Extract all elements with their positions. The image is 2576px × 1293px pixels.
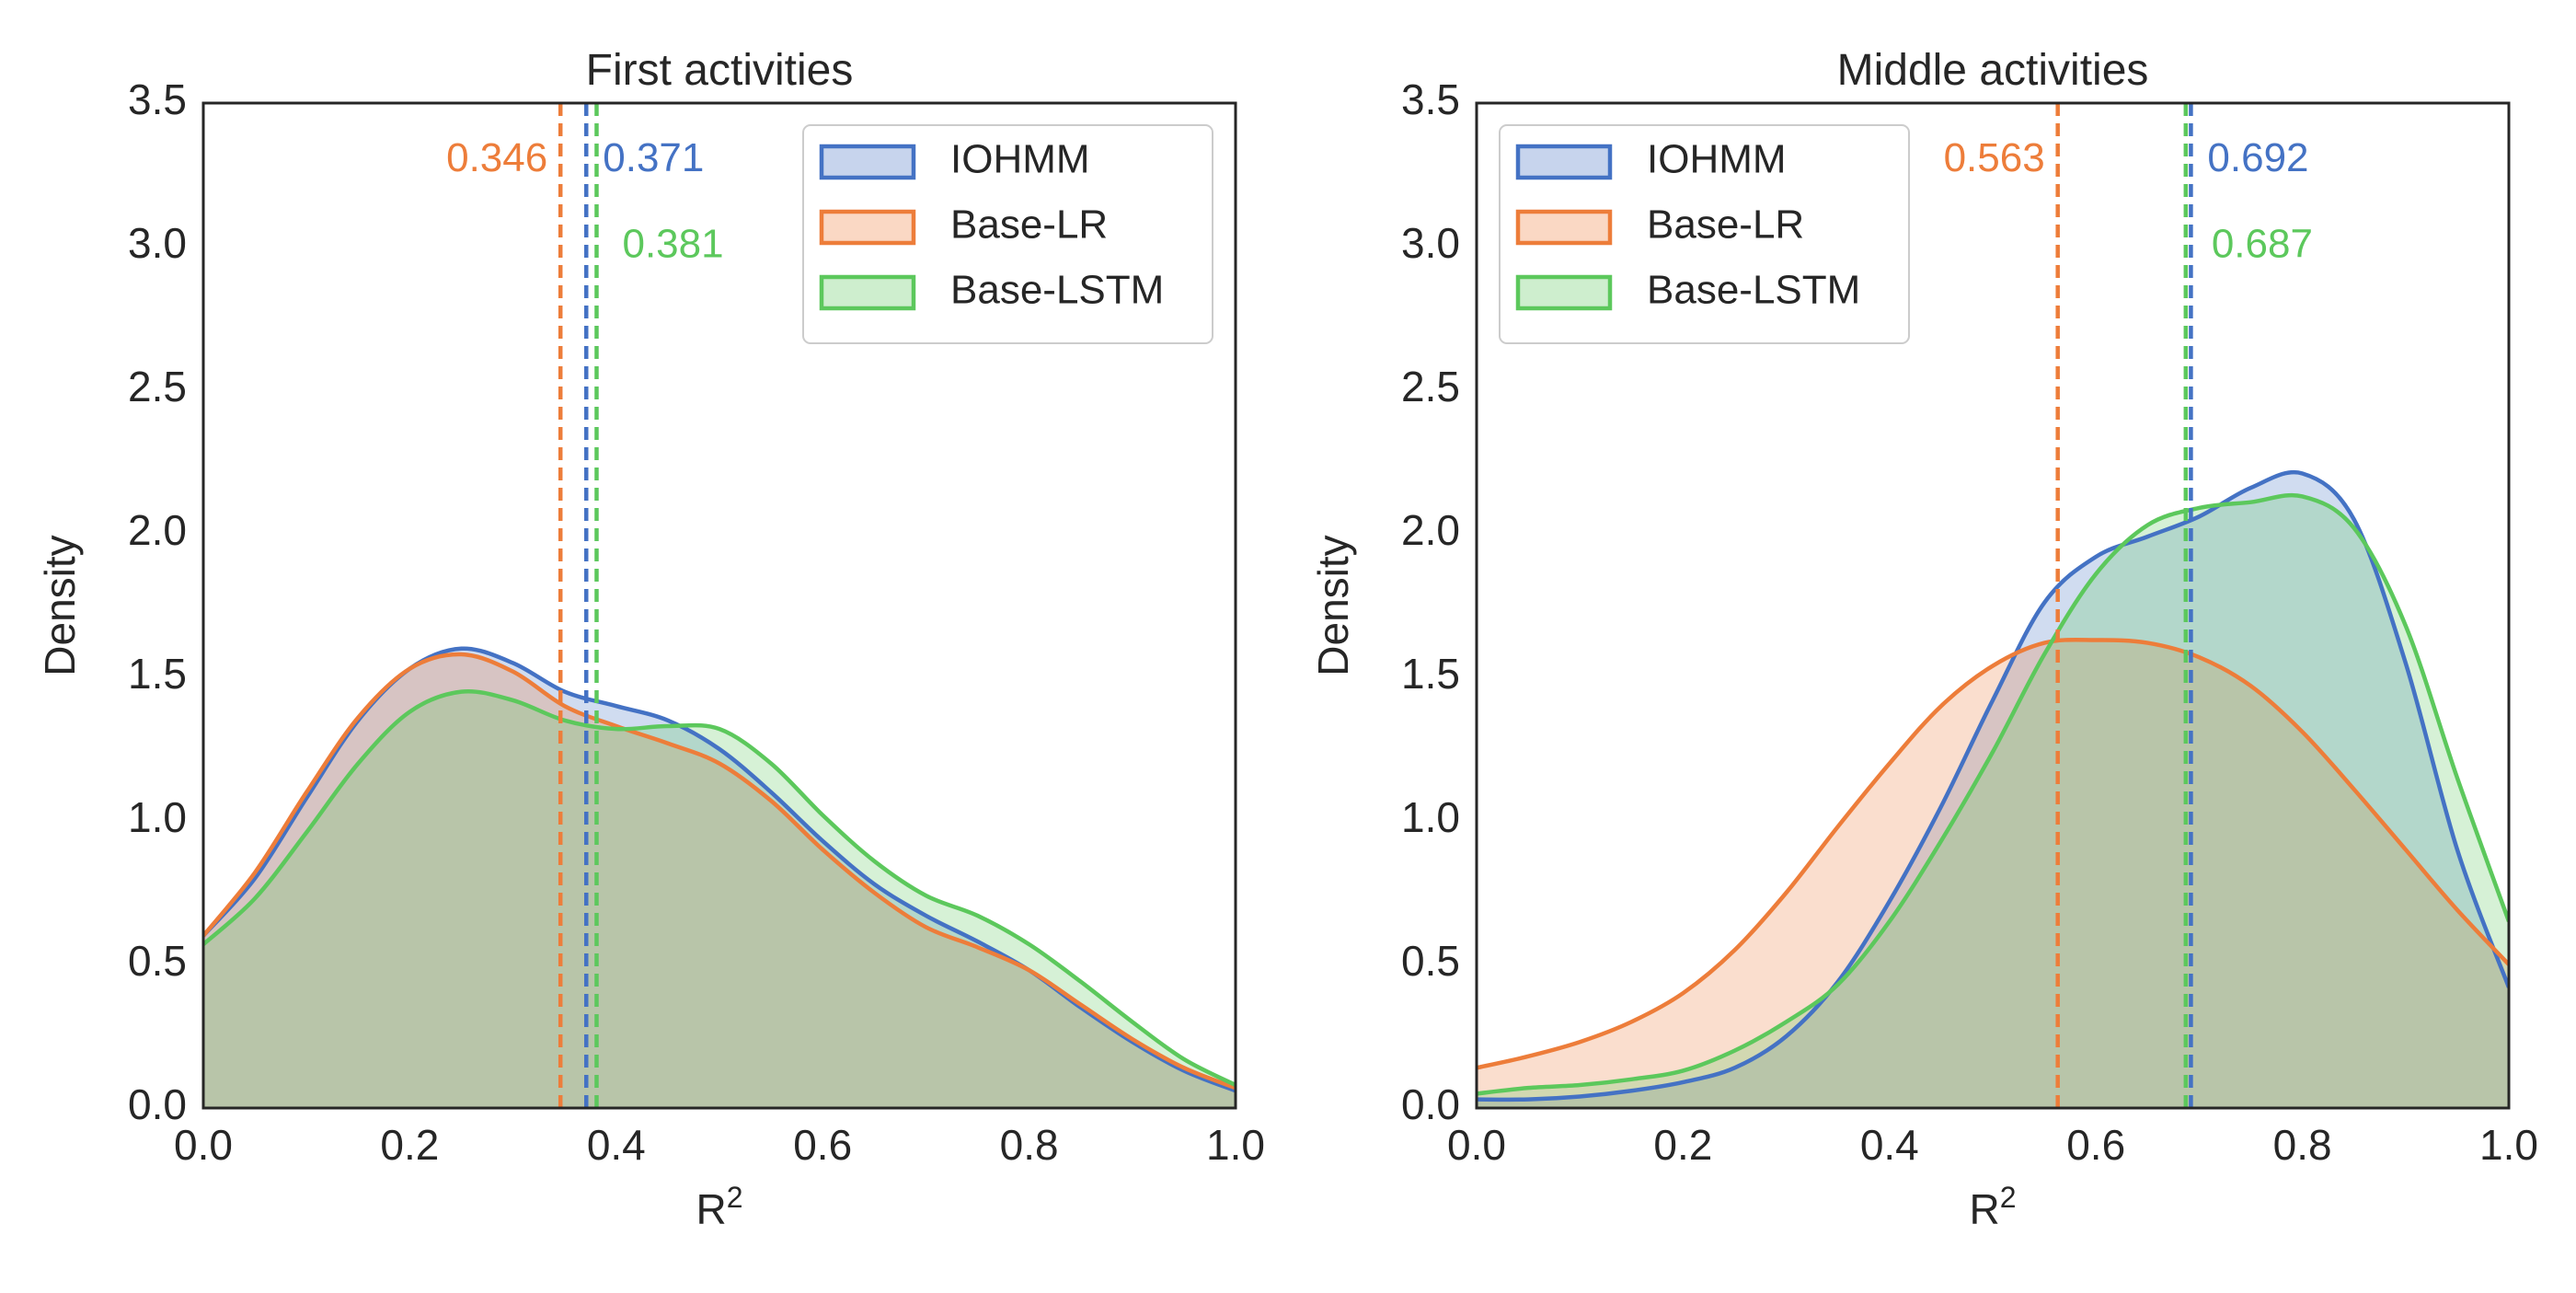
y-tick-label: 0.0 — [1401, 1080, 1460, 1128]
y-tick-label: 2.0 — [1401, 506, 1460, 554]
density-line-base-lr — [1477, 637, 2509, 1070]
density-area-iohmm — [203, 648, 1236, 1108]
density-line-base-lstm — [203, 688, 1236, 1088]
y-tick-label: 3.0 — [1401, 219, 1460, 267]
x-tick-label: 0.0 — [1447, 1121, 1506, 1169]
x-axis-label: R2 — [696, 1181, 742, 1233]
mean-label-iohmm: 0.692 — [2207, 135, 2308, 180]
y-tick-label: 0.0 — [128, 1080, 187, 1128]
plot-content — [1477, 103, 2509, 1108]
x-tick-label: 0.6 — [2066, 1121, 2125, 1169]
mean-label-base-lstm: 0.381 — [622, 222, 723, 267]
legend-swatch-base-lr — [819, 209, 916, 246]
legend-swatch-base-lr — [1515, 209, 1613, 246]
chart-panel-1: 0.371 0.346 0.381 0.0 0.2 0.4 0.6 0.8 1.0 0.0 0.5 1… — [36, 46, 1265, 1233]
mean-label-base-lr: 0.563 — [1944, 135, 2045, 180]
y-tick-label: 1.5 — [128, 650, 187, 698]
x-axis-label: R2 — [1969, 1181, 2016, 1233]
legend: IOHMM Base-LR Base-LSTM — [1499, 124, 1910, 344]
legend-label-iohmm: IOHMM — [1647, 137, 1787, 182]
y-tick-label: 3.0 — [128, 219, 187, 267]
x-tick-label: 0.6 — [793, 1121, 852, 1169]
legend-label-base-lstm: Base-LSTM — [1647, 268, 1860, 313]
density-line-base-lstm — [1477, 492, 2509, 1096]
y-tick-label: 1.5 — [1401, 650, 1460, 698]
x-tick-label: 0.8 — [1000, 1121, 1059, 1169]
legend-swatch-base-lstm — [1515, 274, 1613, 311]
y-tick-label: 3.5 — [128, 75, 187, 123]
density-area-base-lr — [203, 654, 1236, 1108]
y-tick-label: 3.5 — [1401, 75, 1460, 123]
density-line-base-lr — [203, 652, 1236, 1091]
x-tick-label: 1.0 — [1206, 1121, 1265, 1169]
y-axis-label: Density — [1309, 535, 1357, 675]
legend-swatch-base-lstm — [819, 274, 916, 311]
x-tick-label: 0.8 — [2273, 1121, 2332, 1169]
chart-title: First activities — [586, 46, 854, 95]
legend: IOHMM Base-LR Base-LSTM — [802, 124, 1213, 344]
plot-content — [203, 103, 1236, 1108]
density-area-base-lr — [1477, 640, 2509, 1108]
x-tick-label: 0.2 — [380, 1121, 439, 1169]
plot-frame — [201, 101, 1237, 1110]
density-line-iohmm — [1477, 469, 2509, 1103]
x-tick-label: 0.2 — [1653, 1121, 1712, 1169]
plot-frame — [1475, 101, 2511, 1110]
legend-swatch-iohmm — [1515, 144, 1613, 180]
density-area-iohmm — [1477, 472, 2509, 1108]
chart-title: Middle activities — [1837, 46, 2149, 95]
y-tick-label: 2.0 — [128, 506, 187, 554]
x-tick-label: 1.0 — [2479, 1121, 2538, 1169]
density-area-base-lstm — [1477, 495, 2509, 1108]
y-axis-label: Density — [36, 535, 84, 675]
y-tick-label: 1.0 — [1401, 793, 1460, 841]
legend-label-base-lr: Base-LR — [950, 202, 1108, 248]
mean-label-base-lr: 0.346 — [446, 135, 547, 180]
x-tick-label: 0.4 — [587, 1121, 646, 1169]
legend-swatch-iohmm — [819, 144, 916, 180]
x-tick-label: 0.0 — [174, 1121, 233, 1169]
y-tick-label: 1.0 — [128, 793, 187, 841]
legend-label-base-lr: Base-LR — [1647, 202, 1804, 248]
x-tick-label: 0.4 — [1860, 1121, 1919, 1169]
legend-label-base-lstm: Base-LSTM — [950, 268, 1164, 313]
y-tick-label: 2.5 — [128, 363, 187, 410]
mean-label-iohmm: 0.371 — [603, 135, 704, 180]
y-tick-label: 2.5 — [1401, 363, 1460, 410]
density-area-base-lstm — [203, 691, 1236, 1108]
mean-label-base-lstm: 0.687 — [2212, 222, 2313, 267]
y-tick-label: 0.5 — [128, 937, 187, 985]
legend-label-iohmm: IOHMM — [950, 137, 1090, 182]
chart-panel-2: 0.692 0.563 0.687 0.0 0.2 0.4 0.6 0.8 1.0 0.0 0.5 1… — [1309, 46, 2538, 1233]
y-tick-label: 0.5 — [1401, 937, 1460, 985]
